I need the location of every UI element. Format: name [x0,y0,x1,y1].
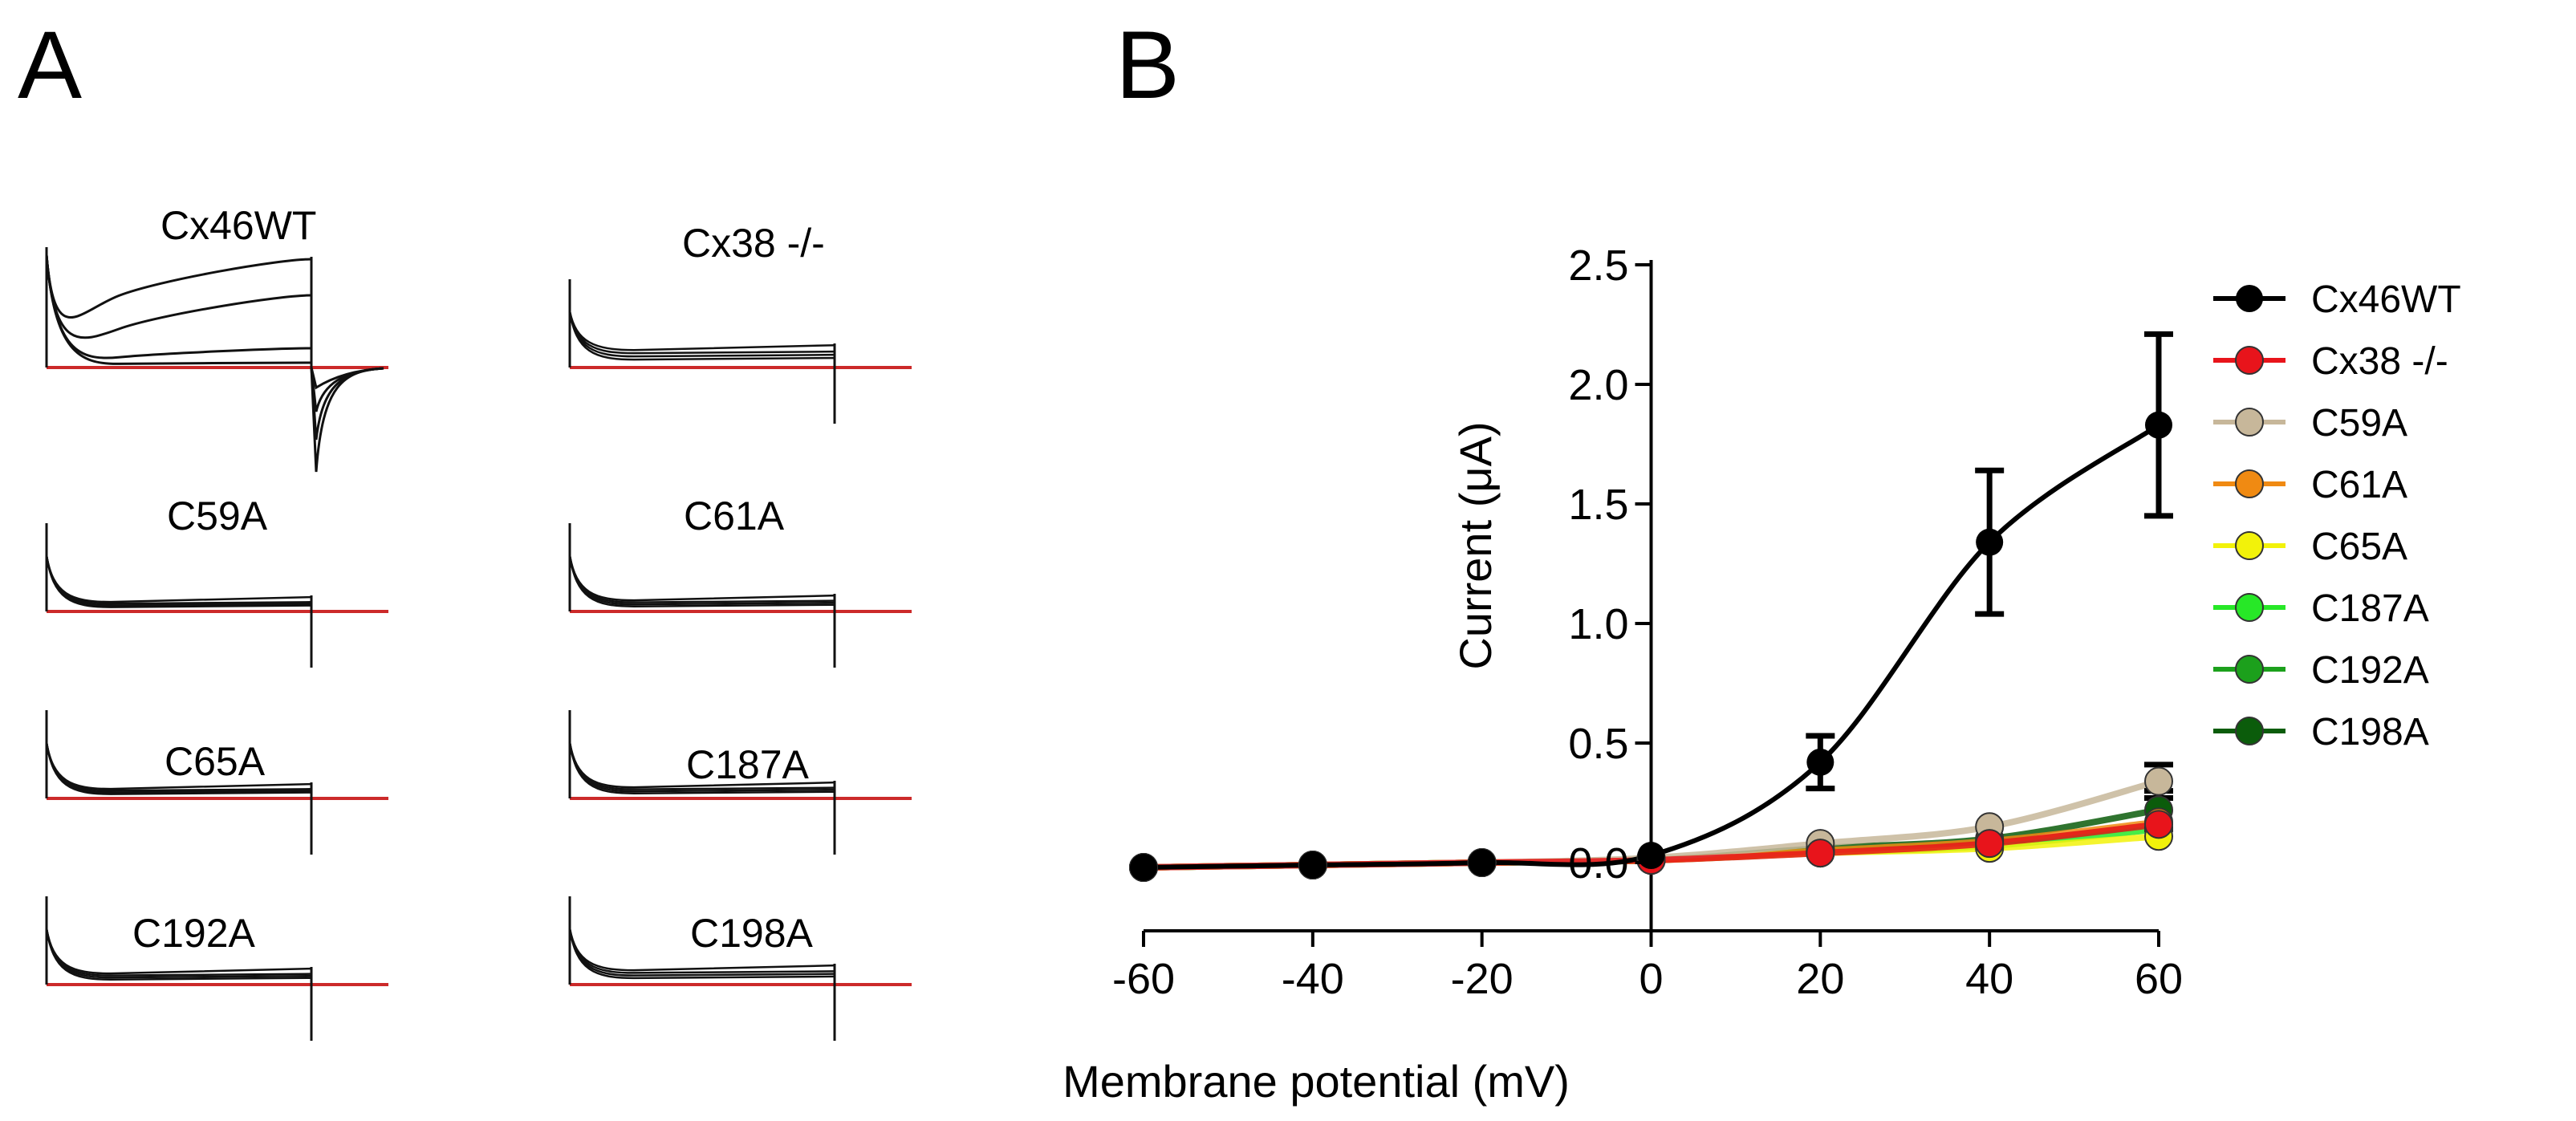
data-point-cx46wt [1637,842,1665,870]
legend-marker [2235,469,2264,498]
x-axis-title: Membrane potential (mV) [1062,1056,1570,1107]
trace-current [568,311,835,351]
trace-current [45,254,312,359]
x-tick-label: -20 [1451,955,1514,1003]
y-tick-label: 1.5 [1568,481,1628,529]
data-point-cx38 [1975,829,2005,859]
trace-current [45,741,312,790]
trace-group-1 [568,279,912,424]
trace-current [45,254,312,365]
iv-chart: -60 -40 -20 0 20 40 60 0.0 0.5 1.0 1.5 2.0 2.5 Membr… [1062,242,2461,1107]
trace-group-4 [45,710,388,855]
trace-current [45,554,312,603]
x-tick-label: -40 [1282,955,1344,1003]
data-point-cx46wt [2145,411,2172,439]
trace-current [568,311,835,358]
trace-current [568,928,835,972]
panel-b-letter: B [1115,11,1180,119]
legend-label: C187A [2311,587,2429,630]
data-point-cx38 [1806,839,1835,868]
data-point-cx46wt [1806,748,1834,776]
y-tick-label: 2.5 [1568,242,1628,290]
data-point-c59a [2144,766,2173,796]
legend-label: Cx38 -/- [2311,340,2448,383]
legend-marker [2235,408,2264,437]
x-tick-label: 60 [2135,955,2183,1003]
data-point-cx46wt [1976,528,2004,556]
panel-a-letter: A [18,11,82,119]
trace-current [568,554,835,603]
trace-current [45,254,312,339]
trace-group-3 [568,523,912,668]
y-tick-label: 0.5 [1568,720,1628,768]
data-point-cx38 [2144,810,2173,839]
legend: Cx46WT Cx38 -/- C59A C61A C65A C187A C192A C198… [2213,278,2461,753]
trace-tail [310,367,384,390]
trace-group-6 [45,896,388,1041]
x-tick-label: 20 [1796,955,1844,1003]
trace-label-c61a: C61A [684,493,785,538]
trace-label-c198a: C198A [690,911,814,956]
x-tick-label: 40 [1965,955,2013,1003]
trace-group-7 [568,896,912,1041]
panel-a-traces: Cx46WT Cx38 -/- C59A C61A C65A C187A C19… [45,203,912,1041]
trace-current [45,928,312,975]
y-axis-title: Current (μA) [1450,421,1501,669]
trace-label-c59a: C59A [167,493,268,538]
trace-label-c192a: C192A [132,911,256,956]
data-point-cx46wt [1298,851,1327,879]
legend-marker [2235,346,2264,375]
legend-label: C61A [2311,464,2407,506]
legend-label: C192A [2311,649,2429,692]
y-tick-label: 2.0 [1568,361,1628,409]
trace-current [45,554,312,605]
legend-marker [2236,285,2263,312]
trace-label-c65a: C65A [165,739,266,784]
data-point-cx46wt [1468,849,1496,876]
trace-label-cx46wt: Cx46WT [160,203,316,248]
legend-label: Cx46WT [2311,278,2461,321]
legend-marker [2235,593,2264,622]
trace-group-5 [568,710,912,855]
trace-group-2 [45,523,388,668]
trace-group-0 [45,247,388,473]
legend-label: C198A [2311,711,2429,753]
data-point-cx46wt [1130,853,1157,881]
legend-marker [2235,531,2264,560]
y-tick-label: 1.0 [1568,600,1628,648]
trace-label-c187a: C187A [686,742,810,787]
trace-label-cx38: Cx38 -/- [682,221,825,266]
trace-current [45,254,312,319]
x-tick-label: 0 [1639,955,1663,1003]
legend-label: C65A [2311,526,2407,568]
trace-current [568,554,835,602]
legend-marker [2235,717,2264,745]
legend-label: C59A [2311,402,2407,445]
y-tick-label: 0.0 [1568,839,1628,887]
trace-current [568,741,835,789]
legend-marker [2235,655,2264,684]
x-tick-label: -60 [1112,955,1175,1003]
